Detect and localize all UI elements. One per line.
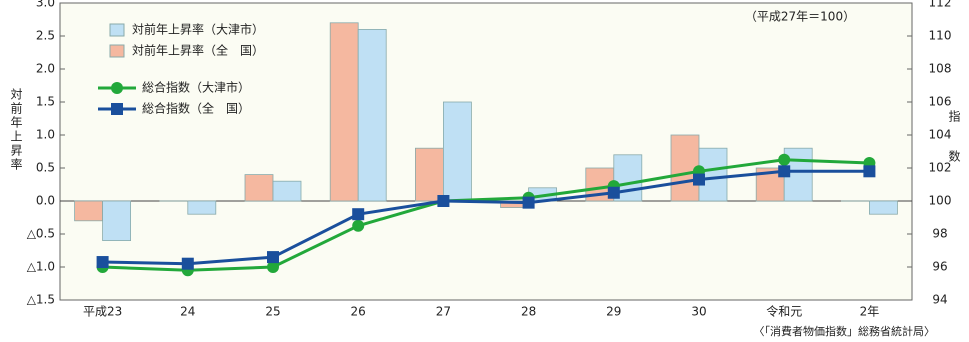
y-tick-label: △1.0 — [27, 260, 55, 274]
bar — [244, 174, 274, 202]
x-tick-label: 29 — [606, 305, 621, 319]
bar — [272, 180, 302, 202]
source: 〈「消費者物価指数」総務省統計局〉 — [754, 324, 936, 338]
y2-tick-label: 100 — [929, 194, 952, 208]
bar — [102, 200, 131, 241]
y2-tick-label: 98 — [932, 227, 947, 241]
marker — [693, 173, 705, 186]
legend-label: 対前年上昇率（大津市） — [132, 22, 264, 37]
marker — [778, 165, 791, 178]
line — [102, 158, 870, 272]
y-axis-label: 対前年上昇率 — [9, 88, 23, 172]
y2-tick-label: 112 — [929, 0, 952, 10]
marker — [863, 165, 876, 178]
y-tick-label: 0.5 — [36, 161, 55, 175]
marker — [181, 257, 194, 270]
note: （平成27年＝100） — [745, 10, 855, 24]
y-tick-label: 2.5 — [36, 29, 55, 43]
y2-tick-label: 106 — [929, 95, 952, 109]
x-tick-label: 令和元 — [766, 304, 802, 319]
plot-area — [59, 2, 913, 301]
bar — [329, 22, 359, 202]
legend-label: 総合指数（全 国） — [142, 101, 250, 116]
bar — [869, 200, 898, 215]
marker — [437, 195, 450, 207]
legend-swatch — [109, 23, 125, 37]
x-tick-label: 26 — [351, 305, 366, 319]
y-tick-label: △1.5 — [27, 293, 55, 307]
x-tick-label: 25 — [265, 305, 280, 319]
marker — [778, 153, 791, 166]
y2-tick-label: 94 — [932, 293, 947, 307]
y2-axis-label: 指数 — [947, 110, 961, 190]
legend-marker — [111, 103, 123, 115]
bar — [74, 200, 103, 222]
bar — [442, 101, 472, 202]
y-tick-label: 0.0 — [36, 194, 55, 208]
legend-marker — [111, 82, 123, 94]
y2-tick-label: 96 — [932, 260, 947, 274]
legend-label: 総合指数（大津市） — [142, 80, 250, 95]
y-tick-label: 3.0 — [36, 0, 55, 10]
y2-tick-label: 108 — [929, 62, 952, 76]
bar — [187, 200, 217, 215]
y-tick-label: 1.5 — [36, 95, 55, 109]
marker — [607, 186, 620, 199]
y2-tick-label: 102 — [929, 161, 952, 175]
legend-label: 対前年上昇率（全 国） — [132, 43, 264, 58]
x-tick-label: 28 — [521, 305, 536, 319]
y-tick-label: 2.0 — [36, 62, 55, 76]
y-tick-label: △0.5 — [27, 227, 55, 241]
marker — [352, 208, 365, 221]
x-tick-label: 24 — [180, 305, 195, 319]
x-tick-label: 30 — [691, 305, 706, 319]
y2-tick-label: 104 — [929, 128, 952, 142]
marker — [267, 261, 279, 273]
x-tick-label: 27 — [436, 305, 451, 319]
y-tick-label: 1.0 — [36, 128, 55, 142]
line — [102, 169, 870, 266]
legend-swatch — [109, 44, 125, 58]
marker — [267, 251, 279, 264]
y2-tick-label: 110 — [929, 29, 952, 43]
marker — [522, 196, 535, 209]
bar — [414, 147, 444, 202]
x-tick-label: 2年 — [860, 305, 880, 319]
bar — [357, 28, 387, 202]
marker — [352, 219, 365, 232]
marker — [96, 256, 109, 269]
x-tick-label: 平成23 — [83, 305, 122, 319]
